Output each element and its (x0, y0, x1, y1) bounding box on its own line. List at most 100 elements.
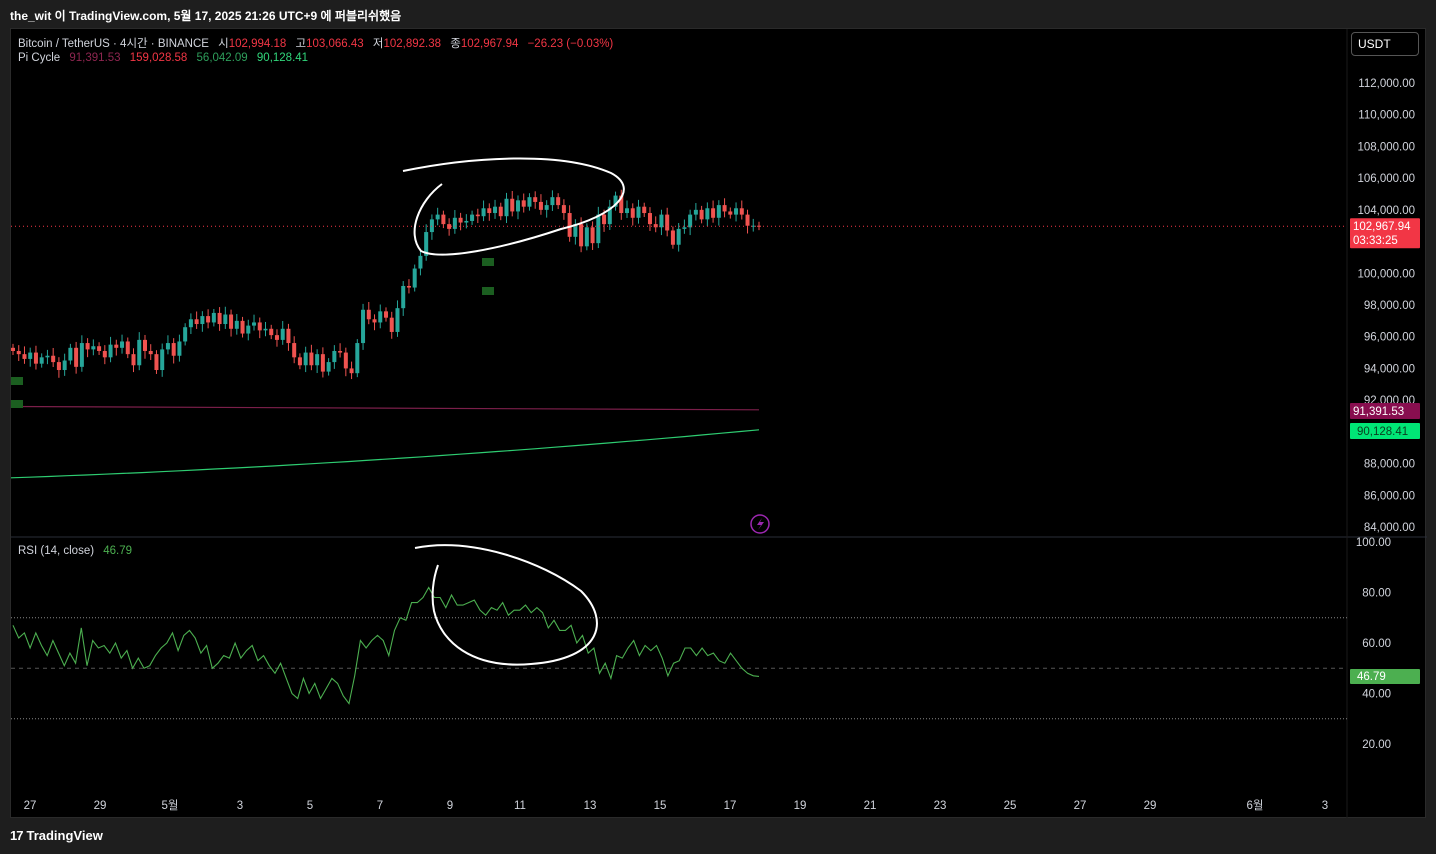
candle-body (464, 220, 469, 223)
candle-body (28, 352, 33, 359)
rsi-legend: RSI (14, close) 46.79 (18, 545, 138, 557)
candle-body (487, 208, 492, 214)
signal-marker (11, 400, 23, 408)
candle-body (527, 197, 532, 207)
time-axis-tick: 15 (654, 800, 667, 812)
candle-body (418, 255, 423, 269)
currency-button[interactable]: USDT (1351, 32, 1419, 56)
candle-body (642, 206, 647, 214)
candle-body (183, 327, 188, 342)
candle-body (108, 344, 113, 358)
candle-body (745, 214, 750, 226)
candle-body (584, 227, 589, 247)
candle-body (263, 328, 268, 331)
price-axis-tick: 110,000.00 (1358, 110, 1415, 122)
candle-body (728, 211, 733, 215)
candle-body (550, 197, 555, 206)
candle-body (349, 368, 354, 374)
candle-body (297, 357, 302, 366)
flash-icon-bolt (757, 518, 764, 530)
candle-body (401, 285, 406, 309)
pi-upper-badge (1350, 403, 1420, 419)
time-axis-tick: 17 (724, 800, 737, 812)
rsi-axis-tick: 60.00 (1362, 638, 1391, 650)
candle-body (85, 343, 90, 350)
rsi-label[interactable]: RSI (14, close) (18, 545, 95, 557)
pi-cycle-label[interactable]: Pi Cycle (18, 52, 61, 64)
candle-body (303, 352, 308, 366)
candle-body (470, 214, 475, 221)
candle-body (229, 314, 234, 329)
time-axis-tick: 27 (24, 800, 37, 812)
candle-body (429, 219, 434, 233)
price-axis-tick: 104,000.00 (1357, 205, 1415, 217)
pi-value-3: 56,042.09 (196, 52, 248, 64)
time-axis-tick: 11 (514, 800, 526, 812)
candle-body (653, 224, 658, 228)
candle-body (355, 343, 360, 374)
price-axis-tick: 86,000.00 (1364, 490, 1415, 502)
symbol-title[interactable]: Bitcoin / TetherUS · 4시간 · BINANCE (18, 38, 209, 50)
candle-body (435, 214, 440, 220)
open-value: 102,994.18 (228, 38, 287, 50)
candle-body (647, 213, 652, 225)
candle-body (160, 349, 165, 371)
candle-body (286, 328, 291, 344)
candle-body (596, 214, 601, 244)
candle-body (498, 206, 503, 217)
candle-body (619, 195, 624, 214)
candle-body (389, 317, 394, 332)
time-axis-tick: 21 (864, 800, 877, 812)
candle-body (722, 205, 727, 212)
candle-body (395, 308, 400, 332)
candle-body (751, 225, 756, 227)
candle-body (269, 328, 274, 336)
candle-body (102, 350, 107, 358)
candle-body (510, 198, 515, 212)
price-axis-tick: 98,000.00 (1364, 300, 1415, 312)
rsi-axis-tick: 40.00 (1362, 689, 1391, 701)
rsi-badge-text: 46.79 (1357, 671, 1386, 683)
candle-body (579, 224, 584, 247)
time-axis-tick: 29 (1144, 800, 1157, 812)
candle-body (659, 214, 664, 228)
candle-body (452, 217, 457, 229)
candle-body (91, 346, 96, 350)
price-axis-tick: 94,000.00 (1364, 363, 1415, 375)
rsi-axis-tick: 20.00 (1362, 739, 1391, 751)
low-label: 저 (372, 38, 384, 50)
candle-body (493, 206, 498, 214)
candle-body (447, 224, 452, 229)
close-value: 102,967.94 (460, 38, 519, 50)
time-axis-tick: 3 (1322, 800, 1328, 812)
candle-body (412, 268, 417, 288)
tradingview-name: TradingView (26, 828, 103, 843)
time-axis-tick: 19 (794, 800, 807, 812)
candle-body (739, 208, 744, 215)
time-axis-tick: 29 (94, 800, 107, 812)
signal-marker (11, 377, 23, 385)
candle-body (590, 227, 595, 244)
candle-body (223, 314, 228, 325)
tradingview-logo[interactable]: 17 TradingView (10, 828, 103, 843)
pi-cycle-upper-line (11, 405, 760, 411)
chart-frame[interactable]: 84,000.0086,000.0088,000.0090,000.0092,0… (10, 28, 1427, 819)
chart-canvas[interactable]: 84,000.0086,000.0088,000.0090,000.0092,0… (11, 29, 1427, 819)
candle-body (561, 205, 566, 214)
symbol-legend: Bitcoin / TetherUS · 4시간 · BINANCE 시102,… (18, 35, 619, 51)
last-price-badge (1350, 218, 1420, 249)
candle-body (567, 213, 572, 237)
candle-body (734, 208, 739, 215)
candle-body (39, 357, 44, 364)
candle-body (62, 360, 67, 371)
footer-bar (0, 818, 1436, 854)
candle-body (315, 354, 320, 366)
time-axis-tick: 23 (934, 800, 947, 812)
candle-body (481, 208, 486, 217)
candle-body (45, 355, 50, 358)
candle-body (682, 227, 687, 229)
candle-body (504, 198, 509, 217)
candle-body (246, 325, 251, 334)
pi-upper-badge-text: 91,391.53 (1353, 406, 1404, 418)
last-price-badge-text: 03:33:25 (1353, 235, 1398, 247)
